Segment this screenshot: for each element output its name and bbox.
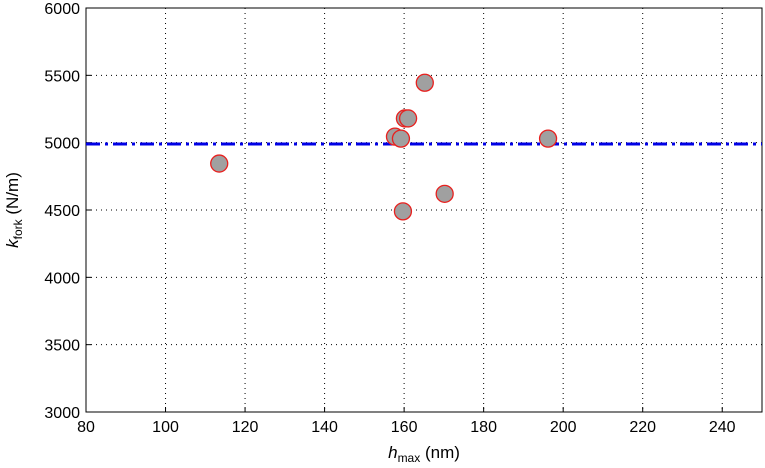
data-point bbox=[398, 109, 418, 128]
x-tick-label: 80 bbox=[77, 419, 95, 436]
x-tick-label: 180 bbox=[470, 419, 497, 436]
x-tick-label: 120 bbox=[232, 419, 259, 436]
y-axis-title: kfork (N/m) bbox=[3, 172, 25, 248]
y-tick-label: 3000 bbox=[44, 405, 80, 422]
x-axis-title: hmax (nm) bbox=[388, 443, 460, 465]
data-point bbox=[210, 154, 229, 173]
y-tick-labels: 3000 3500 4000 4500 5000 5500 6000 bbox=[44, 1, 80, 422]
x-tick-labels: 80 100 120 140 160 180 200 220 240 bbox=[77, 419, 736, 436]
y-axis-symbol: k bbox=[3, 238, 22, 248]
x-tick-label: 200 bbox=[550, 419, 577, 436]
x-axis-subscript: max bbox=[398, 451, 421, 465]
x-axis-unit: (nm) bbox=[420, 443, 460, 462]
y-tick-label: 4000 bbox=[44, 270, 80, 287]
data-point bbox=[538, 129, 558, 148]
x-tick-label: 220 bbox=[629, 419, 656, 436]
y-tick-label: 5000 bbox=[44, 136, 80, 153]
plot-area bbox=[85, 7, 763, 413]
y-tick-label: 4500 bbox=[44, 203, 80, 220]
y-tick-label: 6000 bbox=[44, 1, 80, 18]
x-tick-label: 140 bbox=[311, 419, 338, 436]
y-axis-unit: (N/m) bbox=[3, 172, 22, 219]
y-axis-subscript: fork bbox=[11, 218, 25, 239]
x-tick-label: 240 bbox=[709, 419, 736, 436]
y-tick-label: 3500 bbox=[44, 338, 80, 355]
data-point bbox=[391, 129, 411, 148]
data-point bbox=[435, 184, 454, 203]
data-points bbox=[210, 73, 558, 221]
x-tick-label: 100 bbox=[152, 419, 179, 436]
x-tick-label: 160 bbox=[391, 419, 418, 436]
data-point bbox=[393, 202, 413, 221]
y-tick-label: 5500 bbox=[44, 68, 80, 85]
data-point bbox=[415, 73, 434, 92]
x-axis-symbol: h bbox=[388, 443, 397, 462]
